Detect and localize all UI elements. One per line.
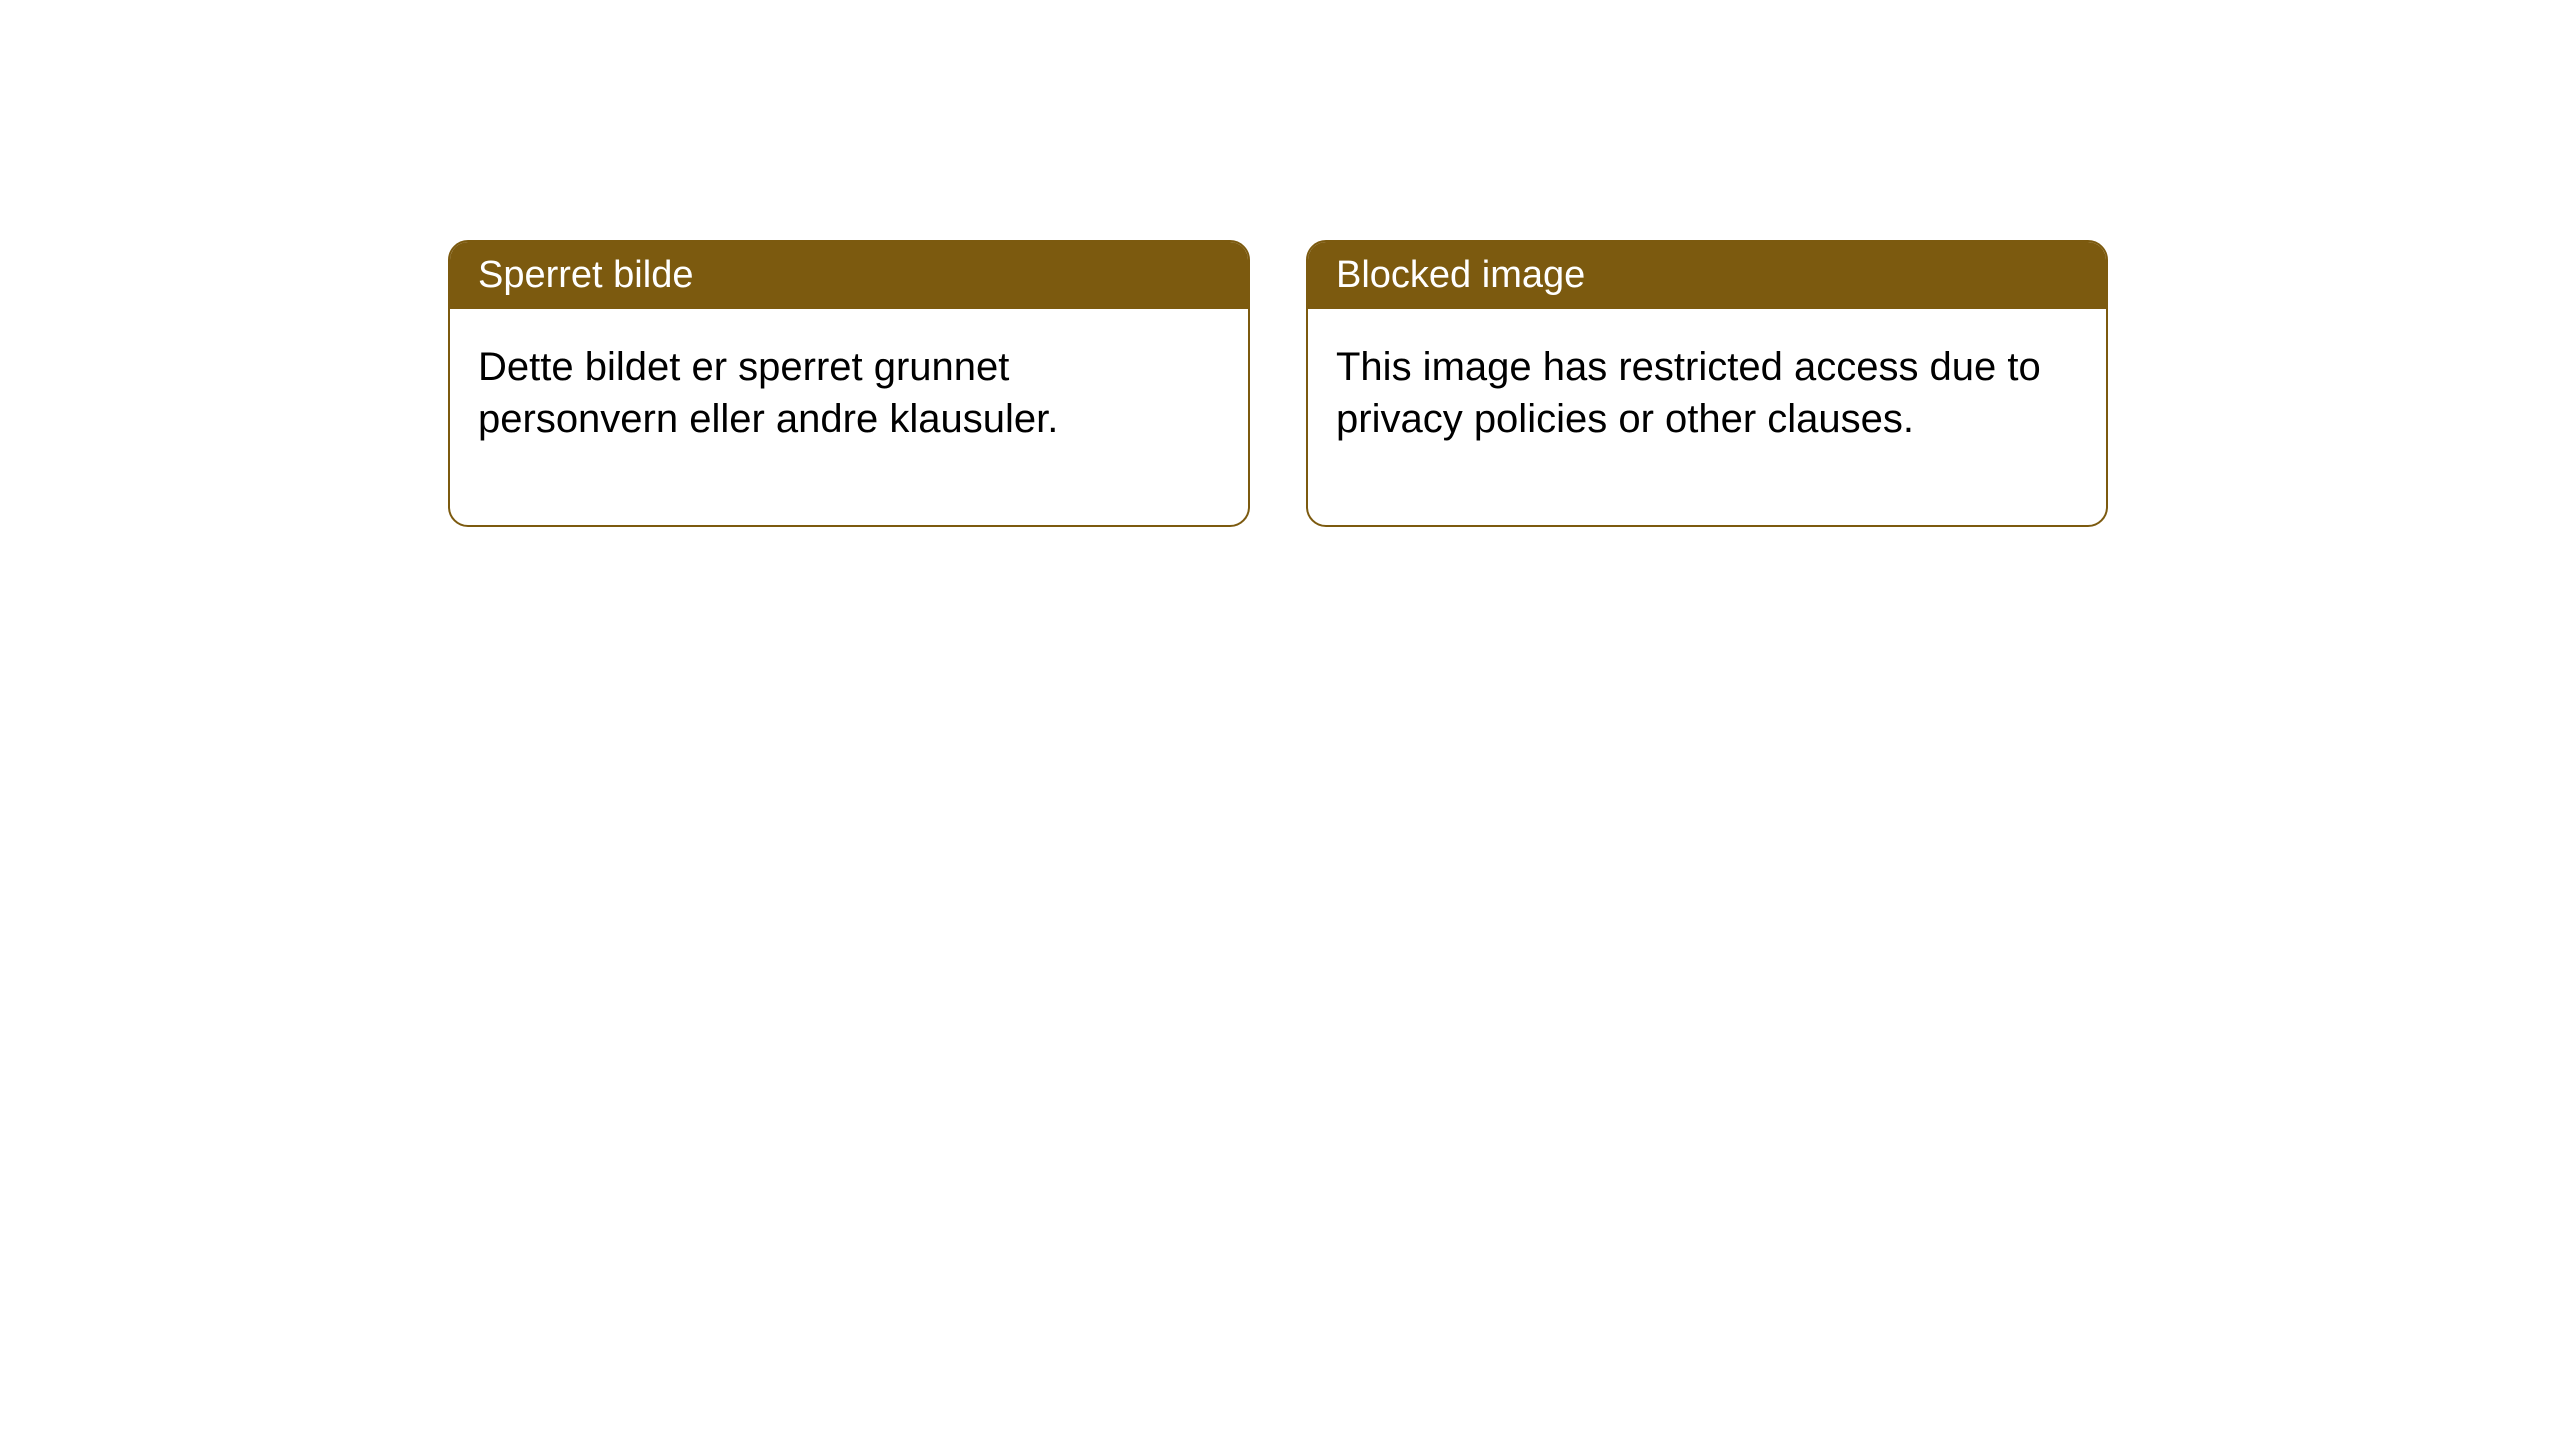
notice-title: Blocked image [1308, 242, 2106, 309]
notice-container: Sperret bilde Dette bildet er sperret gr… [448, 240, 2108, 527]
notice-card-norwegian: Sperret bilde Dette bildet er sperret gr… [448, 240, 1250, 527]
notice-card-english: Blocked image This image has restricted … [1306, 240, 2108, 527]
notice-body: This image has restricted access due to … [1308, 309, 2106, 525]
notice-body: Dette bildet er sperret grunnet personve… [450, 309, 1248, 525]
notice-title: Sperret bilde [450, 242, 1248, 309]
